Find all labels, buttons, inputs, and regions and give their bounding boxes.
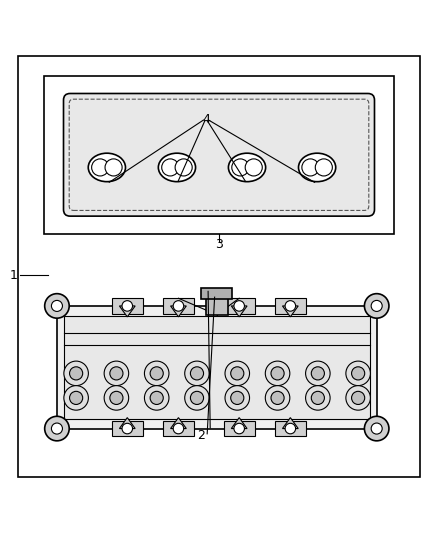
Circle shape bbox=[364, 294, 389, 318]
Circle shape bbox=[45, 416, 69, 441]
Circle shape bbox=[145, 361, 169, 386]
Circle shape bbox=[315, 159, 332, 176]
Circle shape bbox=[271, 367, 284, 380]
Circle shape bbox=[145, 386, 169, 410]
Circle shape bbox=[231, 391, 244, 405]
Circle shape bbox=[150, 367, 163, 380]
Circle shape bbox=[371, 301, 382, 311]
Circle shape bbox=[51, 423, 63, 434]
Circle shape bbox=[162, 159, 179, 176]
Circle shape bbox=[105, 159, 122, 176]
Circle shape bbox=[173, 301, 184, 311]
Circle shape bbox=[185, 386, 209, 410]
Circle shape bbox=[104, 361, 129, 386]
Circle shape bbox=[285, 301, 296, 311]
Circle shape bbox=[185, 361, 209, 386]
Circle shape bbox=[225, 361, 250, 386]
Circle shape bbox=[122, 301, 133, 311]
Circle shape bbox=[225, 386, 250, 410]
Polygon shape bbox=[283, 418, 298, 429]
Bar bbox=[57, 306, 377, 429]
FancyBboxPatch shape bbox=[64, 93, 374, 216]
Ellipse shape bbox=[158, 153, 195, 182]
Bar bbox=[224, 421, 254, 436]
Polygon shape bbox=[231, 418, 247, 429]
Circle shape bbox=[234, 301, 244, 311]
Circle shape bbox=[122, 423, 133, 434]
Circle shape bbox=[175, 159, 192, 176]
Polygon shape bbox=[170, 306, 186, 317]
Circle shape bbox=[64, 386, 88, 410]
Circle shape bbox=[110, 367, 123, 380]
Circle shape bbox=[364, 416, 389, 441]
Text: 3: 3 bbox=[215, 238, 223, 251]
Circle shape bbox=[352, 367, 365, 380]
Circle shape bbox=[371, 423, 382, 434]
Circle shape bbox=[234, 423, 244, 434]
Text: 1: 1 bbox=[9, 269, 17, 282]
Circle shape bbox=[92, 159, 109, 176]
Bar bbox=[64, 316, 370, 419]
Bar bbox=[112, 298, 143, 313]
Circle shape bbox=[285, 423, 296, 434]
Circle shape bbox=[150, 391, 163, 405]
Circle shape bbox=[352, 391, 365, 405]
Bar bbox=[275, 421, 306, 436]
Circle shape bbox=[104, 386, 129, 410]
Circle shape bbox=[271, 391, 284, 405]
Circle shape bbox=[64, 361, 88, 386]
Polygon shape bbox=[283, 306, 298, 317]
Ellipse shape bbox=[299, 153, 336, 182]
Ellipse shape bbox=[88, 153, 125, 182]
Bar bbox=[206, 297, 228, 314]
Circle shape bbox=[346, 386, 371, 410]
Text: 2: 2 bbox=[198, 429, 205, 442]
Bar bbox=[224, 298, 254, 313]
Circle shape bbox=[191, 391, 204, 405]
Circle shape bbox=[346, 361, 371, 386]
Bar bbox=[275, 298, 306, 313]
Bar bbox=[112, 421, 143, 436]
Bar bbox=[163, 298, 194, 313]
Circle shape bbox=[306, 361, 330, 386]
Circle shape bbox=[231, 367, 244, 380]
Text: 4: 4 bbox=[202, 114, 210, 126]
Polygon shape bbox=[231, 306, 247, 317]
Polygon shape bbox=[120, 306, 135, 317]
Circle shape bbox=[51, 301, 63, 311]
Polygon shape bbox=[120, 418, 135, 429]
Circle shape bbox=[265, 386, 290, 410]
Circle shape bbox=[110, 391, 123, 405]
Circle shape bbox=[173, 423, 184, 434]
Bar bbox=[163, 421, 194, 436]
Circle shape bbox=[306, 386, 330, 410]
Circle shape bbox=[232, 159, 249, 176]
Circle shape bbox=[70, 367, 83, 380]
Bar bbox=[201, 288, 232, 300]
Circle shape bbox=[311, 367, 325, 380]
Ellipse shape bbox=[228, 153, 265, 182]
Circle shape bbox=[191, 367, 204, 380]
Circle shape bbox=[245, 159, 262, 176]
Circle shape bbox=[70, 391, 83, 405]
Circle shape bbox=[45, 294, 69, 318]
Circle shape bbox=[265, 361, 290, 386]
Bar bbox=[44, 76, 394, 233]
Circle shape bbox=[302, 159, 319, 176]
Circle shape bbox=[311, 391, 325, 405]
Polygon shape bbox=[170, 418, 186, 429]
